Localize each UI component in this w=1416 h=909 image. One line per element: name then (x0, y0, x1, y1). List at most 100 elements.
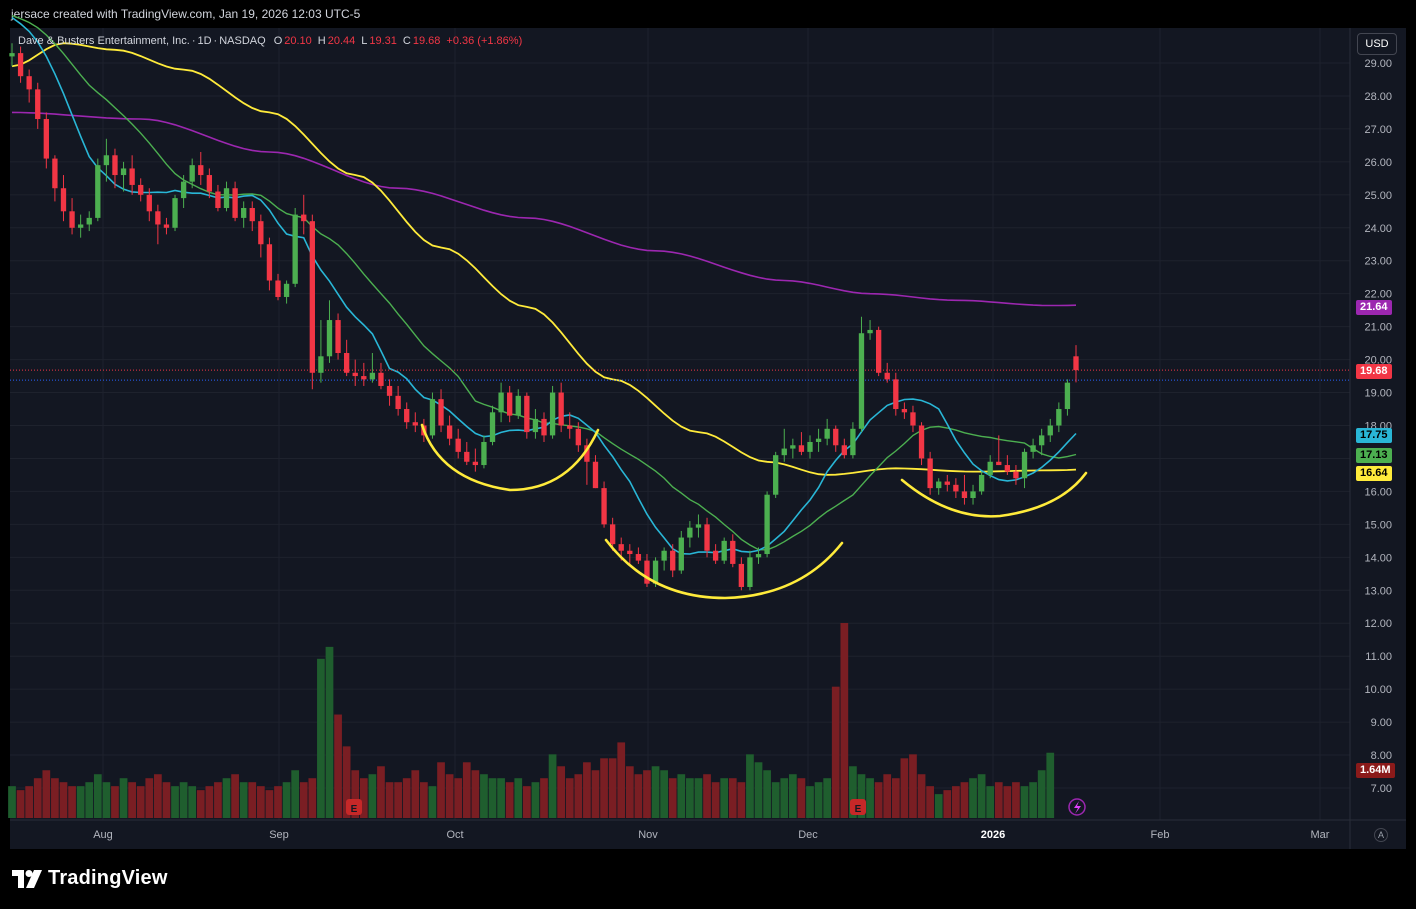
candle-body (755, 554, 762, 558)
footer (0, 849, 1416, 909)
earnings-marker-icon (346, 799, 362, 815)
candle-body (867, 329, 873, 334)
candle-body (858, 333, 865, 429)
candle-body (635, 554, 642, 561)
volume-bar (111, 786, 119, 818)
candle-body (352, 372, 358, 377)
volume-bar (437, 762, 445, 818)
y-tick-label: 11.00 (1365, 651, 1392, 663)
candle-body (678, 537, 684, 571)
volume-bar (840, 623, 849, 818)
creator-caption: jersace created with TradingView.com, Ja… (11, 7, 361, 21)
volume-bar (119, 778, 128, 818)
candle-body (241, 208, 247, 218)
candle-body (721, 540, 727, 561)
annotation-curve (604, 538, 844, 600)
candle-body (446, 425, 453, 439)
volume-bar (891, 778, 900, 818)
candle-body (987, 461, 993, 475)
legend-low-label: L (361, 35, 368, 47)
volume-bar (102, 782, 111, 818)
x-tick-label: Nov (638, 829, 658, 841)
legend-open-label: O (273, 35, 283, 47)
candle-body (369, 372, 376, 380)
volume-bar (780, 778, 789, 818)
volume-bar (231, 774, 239, 818)
volume-bar (583, 762, 591, 818)
candle-body (781, 448, 787, 456)
candle-body (970, 491, 976, 499)
candle-body (361, 376, 367, 380)
y-tick-label: 9.00 (1371, 717, 1392, 729)
auto-scale-button[interactable]: A (1374, 828, 1388, 842)
volume-bar (196, 790, 205, 818)
candle-body (223, 188, 230, 209)
candle-body (146, 194, 152, 212)
candle-body (549, 392, 556, 436)
candle-body (592, 461, 599, 489)
volume-bar (222, 778, 231, 818)
x-tick-label: Sep (269, 829, 289, 841)
chart-panel[interactable] (10, 28, 1406, 849)
candle-body (953, 484, 959, 492)
volume-bar (145, 778, 154, 818)
volume-bar (1029, 782, 1037, 818)
candle-body (1064, 382, 1071, 410)
volume-bar (248, 782, 257, 818)
volume-bar (325, 646, 334, 818)
candle-body (996, 461, 1002, 466)
volume-bar (59, 782, 68, 818)
volume-bar (926, 786, 934, 818)
legend-close-label: C (402, 35, 411, 47)
y-tick-label: 10.00 (1364, 684, 1392, 696)
tradingview-logo[interactable]: TradingView (12, 867, 168, 890)
volume-bar (548, 754, 557, 818)
volume-bar (849, 766, 857, 818)
volume-bar (25, 786, 34, 818)
candle-body (1039, 435, 1045, 446)
legend-symbol-name[interactable]: Dave & Busters Entertainment, Inc. (18, 35, 190, 47)
candle-body (1021, 451, 1028, 479)
y-tick-label: 13.00 (1364, 585, 1392, 597)
candle-body (129, 168, 135, 185)
volume-bar (934, 794, 943, 818)
x-tick-label: Mar (1311, 829, 1330, 841)
volume-bar (8, 786, 16, 818)
candle-body (541, 418, 547, 436)
candle-body (395, 395, 401, 410)
candle-body (9, 53, 15, 57)
candle-body (790, 445, 796, 449)
candle-body (17, 53, 24, 77)
candle-body (524, 395, 530, 433)
candle-body (155, 211, 161, 225)
candle-body (627, 550, 633, 555)
candle-body (901, 409, 908, 413)
candle-body (1004, 465, 1011, 472)
volume-bar (969, 778, 977, 818)
candle-body (43, 119, 49, 159)
volume-bar (771, 782, 780, 818)
volume-bar (205, 786, 214, 818)
y-tick-label: 16.00 (1364, 486, 1392, 498)
candle-body (661, 550, 667, 561)
volume-bar (694, 778, 703, 818)
candle-body (747, 557, 753, 587)
volume-bar (377, 766, 385, 818)
symbol-legend: Dave & Busters Entertainment, Inc. · 1D … (18, 35, 524, 47)
y-tick-label: 8.00 (1371, 750, 1392, 762)
y-tick-label: 26.00 (1364, 157, 1392, 169)
volume-bar (823, 778, 832, 818)
candle-body (507, 392, 513, 416)
y-tick-label: 24.00 (1364, 223, 1392, 235)
candle-body (833, 428, 839, 446)
candle-body (103, 155, 110, 166)
legend-exchange: NASDAQ (219, 35, 266, 47)
volume-bar (909, 754, 917, 818)
candle-body (498, 392, 504, 413)
volume-bar (643, 770, 651, 818)
volume-bar (625, 766, 634, 818)
candle-body (138, 184, 144, 195)
currency-button[interactable]: USD (1357, 33, 1397, 55)
candle-body (644, 560, 650, 584)
